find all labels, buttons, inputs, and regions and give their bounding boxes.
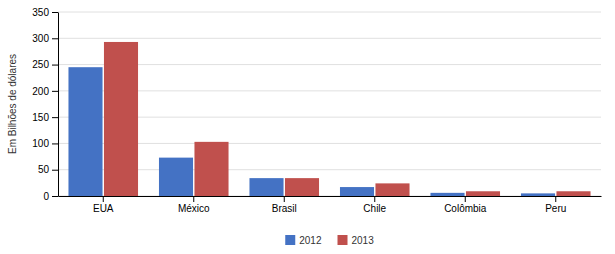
bar [285, 178, 319, 196]
x-tick: Brasil [272, 196, 297, 214]
y-tick: 200 [32, 86, 58, 97]
grid-line [58, 196, 601, 197]
x-tick: EUA [93, 196, 114, 214]
bar-series [68, 67, 555, 196]
x-tick-mark [103, 196, 104, 202]
y-axis: 0 50 100 150 200 250 300 350 [32, 7, 58, 202]
y-tick-label: 300 [32, 33, 49, 44]
bar [68, 67, 102, 196]
x-tick-label: Colômbia [444, 203, 487, 214]
bar [375, 183, 409, 196]
x-tick-label: Brasil [272, 203, 297, 214]
legend-item: 2012 [285, 235, 322, 246]
chart-container: 0 50 100 150 200 250 300 350 EUA México Brasil Chil… [0, 0, 615, 254]
grid-line [58, 169, 601, 170]
x-tick: Peru [545, 196, 566, 214]
x-tick-label: México [178, 203, 210, 214]
x-tick-mark [555, 196, 556, 202]
y-axis-title: Em Bilhões de dólares [7, 54, 18, 154]
y-tick-label: 100 [32, 138, 49, 149]
y-axis-line [58, 13, 59, 197]
y-tick-mark [52, 12, 58, 13]
grid-line [58, 143, 601, 144]
bar [466, 191, 500, 196]
y-tick-mark [52, 38, 58, 39]
y-tick: 350 [32, 7, 58, 18]
bar [249, 178, 283, 196]
x-tick-mark [465, 196, 466, 202]
y-tick: 250 [32, 59, 58, 70]
y-tick-mark [52, 117, 58, 118]
legend-label: 2012 [299, 235, 322, 246]
bars [68, 42, 590, 196]
bar [194, 142, 228, 196]
chart: 0 50 100 150 200 250 300 350 EUA México Brasil Chil… [0, 0, 615, 254]
y-tick-mark [52, 91, 58, 92]
y-tick-label: 50 [38, 164, 50, 175]
bar [556, 191, 590, 196]
x-axis-line [59, 196, 602, 197]
y-tick: 50 [38, 164, 58, 175]
grid-line [58, 117, 601, 118]
grid-line [58, 38, 601, 39]
y-tick: 100 [32, 138, 58, 149]
y-tick-mark [52, 143, 58, 144]
y-tick-mark [52, 170, 58, 171]
x-axis: EUA México Brasil Chile Colômbia Peru [59, 196, 602, 214]
x-tick-label: Chile [363, 203, 386, 214]
grid-line [58, 64, 601, 65]
bar [340, 187, 374, 196]
x-tick-label: EUA [93, 203, 114, 214]
y-tick-mark [52, 196, 58, 197]
x-tick-mark [374, 196, 375, 202]
y-tick-label: 150 [32, 112, 49, 123]
legend-label: 2013 [352, 235, 375, 246]
y-tick: 150 [32, 112, 58, 123]
x-tick: Chile [363, 196, 386, 214]
bar-series [104, 42, 591, 196]
x-tick: Colômbia [444, 196, 487, 214]
x-tick-mark [284, 196, 285, 202]
y-tick-label: 0 [43, 191, 49, 202]
x-tick-label: Peru [545, 203, 566, 214]
grid [58, 12, 601, 196]
bar [159, 158, 193, 196]
legend-swatch [285, 235, 295, 245]
bar [104, 42, 138, 196]
y-tick-label: 350 [32, 7, 49, 18]
y-tick: 300 [32, 33, 58, 44]
y-tick: 0 [43, 191, 58, 202]
legend-swatch [338, 235, 348, 245]
plot: 0 50 100 150 200 250 300 350 EUA México Brasil Chil… [32, 7, 601, 214]
bar [521, 193, 555, 196]
legend-item: 2013 [338, 235, 375, 246]
x-tick: México [178, 196, 210, 214]
x-tick-mark [193, 196, 194, 202]
y-tick-label: 200 [32, 86, 49, 97]
bar [430, 193, 464, 196]
y-tick-mark [52, 65, 58, 66]
grid-line [58, 12, 601, 13]
legend: 2012 2013 [285, 235, 374, 246]
grid-line [58, 90, 601, 91]
y-tick-label: 250 [32, 59, 49, 70]
